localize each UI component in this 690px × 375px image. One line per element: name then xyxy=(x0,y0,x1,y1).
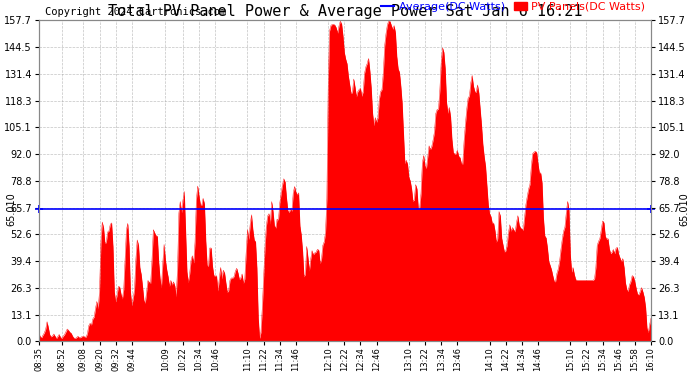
Text: 65.010: 65.010 xyxy=(680,192,690,226)
Legend: Average(DC Watts), PV Panels(DC Watts): Average(DC Watts), PV Panels(DC Watts) xyxy=(381,2,645,12)
Title: Total PV Panel Power & Average Power Sat Jan 6 16:21: Total PV Panel Power & Average Power Sat… xyxy=(108,4,582,19)
Text: 65.010: 65.010 xyxy=(6,192,17,226)
Text: Copyright 2024 Cartronics.com: Copyright 2024 Cartronics.com xyxy=(45,7,226,17)
